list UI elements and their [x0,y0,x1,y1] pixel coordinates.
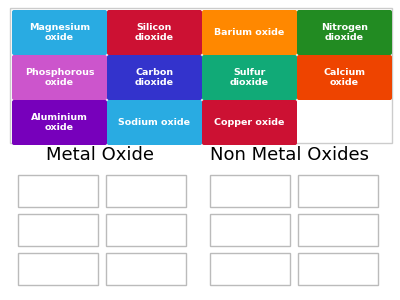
Text: Phosphorous
oxide: Phosphorous oxide [25,68,94,87]
Text: Sulfur
dioxide: Sulfur dioxide [230,68,269,87]
Text: Nitrogen
dioxide: Nitrogen dioxide [321,23,368,42]
FancyBboxPatch shape [12,10,107,55]
FancyBboxPatch shape [210,214,290,246]
FancyBboxPatch shape [202,55,297,100]
Text: Aluminium
oxide: Aluminium oxide [31,113,88,132]
FancyBboxPatch shape [18,175,98,207]
FancyBboxPatch shape [10,8,392,143]
FancyBboxPatch shape [297,55,392,100]
Text: Non Metal Oxides: Non Metal Oxides [210,146,370,164]
FancyBboxPatch shape [210,253,290,285]
FancyBboxPatch shape [298,175,378,207]
FancyBboxPatch shape [202,10,297,55]
FancyBboxPatch shape [106,175,186,207]
Text: Copper oxide: Copper oxide [214,118,285,127]
FancyBboxPatch shape [12,100,107,145]
FancyBboxPatch shape [18,253,98,285]
Text: Sodium oxide: Sodium oxide [118,118,190,127]
FancyBboxPatch shape [202,100,297,145]
Text: Magnesium
oxide: Magnesium oxide [29,23,90,42]
FancyBboxPatch shape [107,10,202,55]
FancyBboxPatch shape [298,214,378,246]
FancyBboxPatch shape [297,10,392,55]
FancyBboxPatch shape [298,253,378,285]
Text: Silicon
dioxide: Silicon dioxide [135,23,174,42]
Text: Carbon
dioxide: Carbon dioxide [135,68,174,87]
FancyBboxPatch shape [107,55,202,100]
FancyBboxPatch shape [18,214,98,246]
FancyBboxPatch shape [12,55,107,100]
Text: Barium oxide: Barium oxide [214,28,285,37]
FancyBboxPatch shape [106,253,186,285]
FancyBboxPatch shape [106,214,186,246]
Text: Calcium
oxide: Calcium oxide [324,68,366,87]
FancyBboxPatch shape [210,175,290,207]
Text: Metal Oxide: Metal Oxide [46,146,154,164]
FancyBboxPatch shape [107,100,202,145]
